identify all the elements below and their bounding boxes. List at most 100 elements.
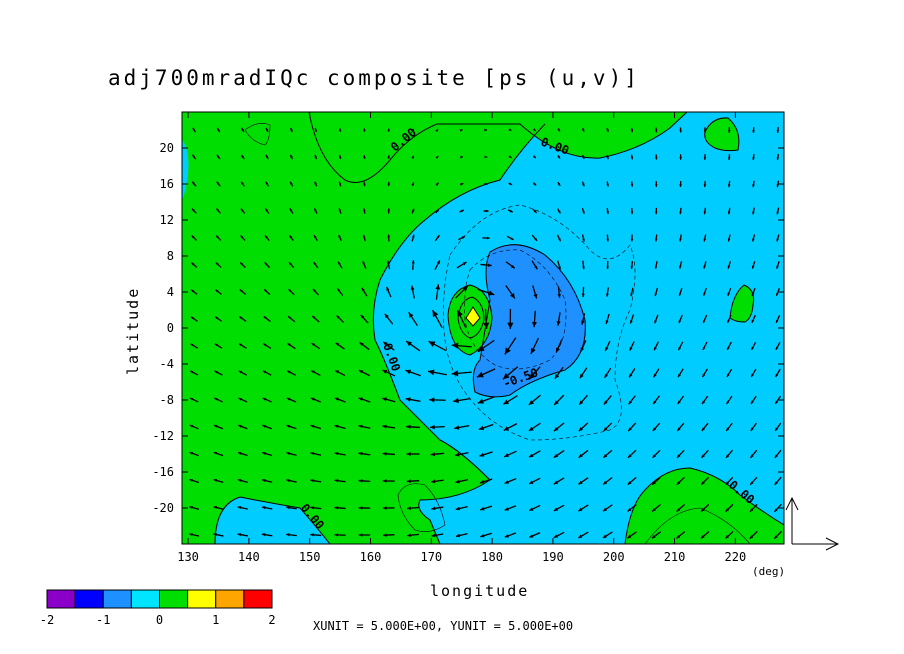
wind-arrow (362, 261, 367, 269)
wind-arrow (288, 261, 295, 269)
wind-arrow (451, 342, 472, 349)
wind-arrow (382, 533, 395, 537)
wind-arrow (479, 505, 493, 511)
wind-arrow (503, 423, 518, 431)
wind-arrow (703, 234, 707, 242)
wind-arrow (435, 284, 441, 300)
x-tick-label: 200 (603, 550, 625, 564)
wind-arrow (363, 208, 366, 214)
wind-arrow (363, 128, 366, 132)
wind-arrow (286, 506, 297, 510)
wind-arrow (775, 368, 781, 378)
wind-arrow (455, 532, 468, 538)
wind-arrow (553, 394, 565, 406)
wind-arrow (311, 342, 321, 350)
wind-arrow (334, 533, 346, 537)
wind-arrow (604, 340, 611, 352)
wind-arrow (528, 477, 541, 485)
wind-arrow (434, 260, 441, 270)
wind-arrow (289, 181, 294, 187)
wind-arrow (606, 127, 609, 133)
wind-arrow (676, 503, 686, 513)
wind-arrow (334, 506, 346, 510)
wind-arrow (749, 530, 758, 540)
wind-arrow (727, 180, 731, 188)
wind-arrow (287, 342, 296, 350)
wind-arrow (191, 208, 197, 214)
wind-arrow (482, 236, 490, 240)
wind-arrow (190, 289, 198, 295)
x-tick-label: 150 (299, 550, 321, 564)
wind-arrow (286, 397, 297, 403)
wind-arrow (531, 234, 538, 242)
wind-arrow (502, 395, 518, 405)
wind-arrow (677, 395, 685, 405)
wind-arrow (358, 369, 371, 377)
wind-arrow (313, 208, 318, 214)
wind-arrow (654, 234, 658, 242)
wind-arrow (725, 422, 733, 432)
y-tick-label: 8 (167, 249, 174, 263)
region-max-core (465, 306, 481, 327)
wind-arrow (261, 506, 273, 510)
wind-arrow (190, 316, 198, 322)
wind-arrow (382, 369, 396, 377)
wind-arrow (405, 369, 421, 377)
wind-arrow (774, 395, 782, 405)
wind-arrow (775, 288, 780, 296)
wind-arrow (430, 424, 445, 430)
wind-vectors (189, 127, 783, 540)
wind-arrow (238, 424, 248, 430)
wind-arrow (700, 476, 710, 486)
contour-lines (214, 112, 784, 544)
wind-arrow (506, 235, 514, 241)
wind-arrow (314, 181, 318, 187)
wind-arrow (700, 503, 710, 513)
wind-arrow (556, 234, 562, 242)
wind-arrow (726, 341, 732, 351)
wind-arrow (580, 340, 587, 352)
wind-arrow (387, 181, 390, 187)
wind-arrow (505, 285, 516, 299)
wind-arrow (578, 504, 589, 512)
wind-arrow (358, 397, 371, 403)
wind-arrow (678, 287, 683, 297)
wind-arrow (605, 313, 610, 325)
wind-arrow (679, 234, 682, 242)
wind-arrow (630, 234, 634, 242)
wind-arrow (651, 531, 662, 539)
x-axis: 130 140 150 160 170 180 190 200 210 220 (177, 112, 746, 564)
wind-arrow (214, 370, 223, 376)
wind-arrow (310, 533, 322, 537)
wind-arrow (263, 288, 271, 296)
wind-arrow (358, 479, 371, 483)
wind-arrow (458, 235, 466, 241)
wind-arrow (262, 370, 272, 376)
plot-area (182, 112, 784, 544)
wind-arrow (261, 479, 273, 483)
wind-arrow (752, 180, 755, 188)
wind-arrow (216, 181, 221, 187)
wind-arrow (477, 396, 495, 404)
wind-arrow (334, 397, 346, 403)
wind-arrow (751, 288, 756, 296)
wind-arrow (775, 341, 781, 351)
wind-arrow (701, 422, 709, 432)
reference-vector (785, 496, 840, 551)
y-tick-label: 16 (160, 177, 174, 191)
wind-arrow (750, 368, 757, 378)
wind-arrow (480, 263, 492, 267)
wind-arrow (237, 533, 249, 537)
wind-arrow (749, 449, 758, 459)
wind-arrow (405, 397, 421, 402)
y-tick-label: -8 (160, 393, 174, 407)
wind-arrow (406, 479, 420, 483)
wind-arrow (262, 424, 273, 430)
wind-arrow (262, 397, 272, 403)
x-tick-label: 140 (238, 550, 260, 564)
wind-arrow (406, 424, 420, 429)
x-tick-label: 220 (725, 550, 747, 564)
wind-arrow (337, 261, 343, 269)
wind-arrow (359, 341, 370, 351)
wind-arrow (431, 533, 444, 538)
